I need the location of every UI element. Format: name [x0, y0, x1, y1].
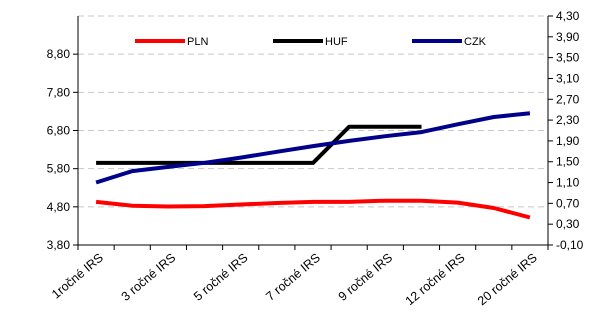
left-tick-label: 8,80 [47, 47, 71, 61]
series-line-huf [96, 124, 422, 165]
x-category-label: 9 ročné IRS [336, 251, 396, 304]
x-category-label: 20 ročné IRS [475, 251, 540, 309]
left-tick-label: 3,80 [47, 238, 71, 252]
right-tick-label: -0,10 [556, 238, 584, 252]
left-tick-label: 5,80 [47, 162, 71, 176]
legend: PLN HUF CZK [135, 36, 487, 48]
right-tick-label: 2,70 [556, 92, 580, 106]
right-tick-label: 0,70 [556, 196, 580, 210]
legend-label-pln: PLN [187, 36, 208, 48]
x-category-label: 12 ročné IRS [403, 251, 468, 309]
left-tick-label: 4,80 [47, 200, 71, 214]
series-line-pln [95, 198, 531, 220]
x-category-label: 1ročné IRS [49, 251, 106, 302]
right-tick-label: 2,30 [556, 113, 580, 127]
right-tick-label: 3,10 [556, 71, 580, 85]
right-tick-label: 1,50 [556, 155, 580, 169]
series-lines [95, 111, 531, 220]
right-tick-label: 3,50 [556, 51, 580, 65]
x-category-label: 5 ročné IRS [191, 251, 251, 304]
series-line-czk [95, 111, 531, 185]
right-tick-label: 0,30 [556, 217, 580, 231]
legend-label-huf: HUF [325, 36, 348, 48]
left-tick-label: 7,80 [47, 85, 71, 99]
legend-label-czk: CZK [464, 36, 487, 48]
x-category-label: 7 ročné IRS [263, 251, 323, 304]
right-tick-label: 3,90 [556, 30, 580, 44]
x-category-label: 3 ročné IRS [119, 251, 179, 304]
gridlines [78, 15, 548, 208]
right-tick-label: 1,90 [556, 134, 580, 148]
right-tick-label: 1,10 [556, 176, 580, 190]
left-tick-label: 6,80 [47, 124, 71, 138]
right-tick-label: 4,30 [556, 9, 580, 23]
